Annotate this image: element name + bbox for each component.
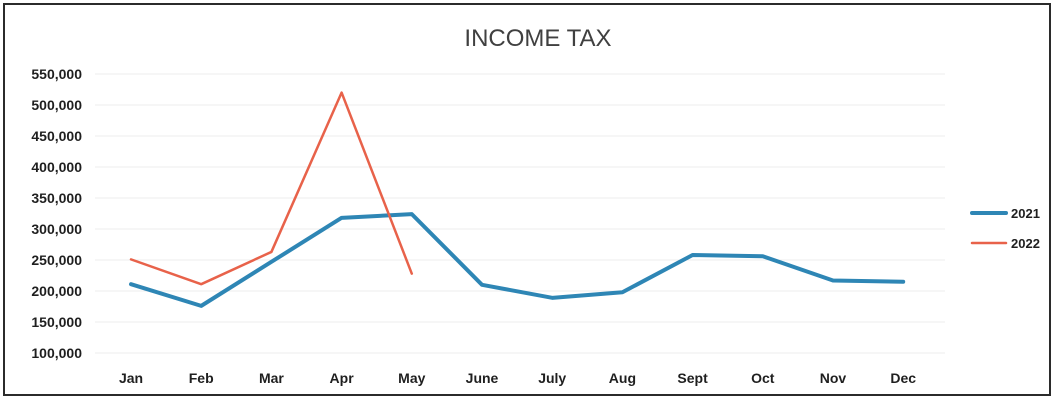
y-axis-ticks: 550,000 500,000 450,000 400,000 350,000 300,0…	[31, 66, 82, 361]
x-tick-label: Sept	[677, 370, 708, 386]
x-tick-label: Mar	[259, 370, 284, 386]
x-tick-label: Apr	[330, 370, 355, 386]
x-tick-label: July	[538, 370, 566, 386]
legend-label-2022: 2022	[1011, 236, 1040, 251]
y-tick-label: 550,000	[31, 66, 82, 82]
x-tick-label: Feb	[189, 370, 214, 386]
legend: 2021 2022	[970, 206, 1040, 251]
y-tick-label: 200,000	[31, 283, 82, 299]
y-tick-label: 300,000	[31, 221, 82, 237]
y-tick-label: 500,000	[31, 97, 82, 113]
series-line-2022	[129, 91, 414, 286]
y-tick-label: 250,000	[31, 252, 82, 268]
y-tick-label: 100,000	[31, 345, 82, 361]
y-tick-label: 400,000	[31, 159, 82, 175]
x-tick-label: Jan	[119, 370, 143, 386]
x-tick-label: June	[466, 370, 499, 386]
y-tick-label: 450,000	[31, 128, 82, 144]
grid-lines	[95, 73, 945, 354]
series-lines	[129, 91, 906, 308]
y-tick-label: 350,000	[31, 190, 82, 206]
legend-label-2021: 2021	[1011, 206, 1040, 221]
x-tick-label: Aug	[609, 370, 636, 386]
chart-frame	[3, 3, 1051, 396]
y-tick-label: 150,000	[31, 314, 82, 330]
chart-title: INCOME TAX	[464, 25, 611, 52]
x-tick-label: Oct	[751, 370, 775, 386]
x-axis-ticks: Jan Feb Mar Apr May June July Aug Sept Oct Nov Dec	[119, 370, 916, 386]
x-tick-label: Nov	[820, 370, 847, 386]
series-line-2021	[129, 212, 906, 308]
x-tick-label: May	[398, 370, 425, 386]
x-tick-label: Dec	[890, 370, 916, 386]
